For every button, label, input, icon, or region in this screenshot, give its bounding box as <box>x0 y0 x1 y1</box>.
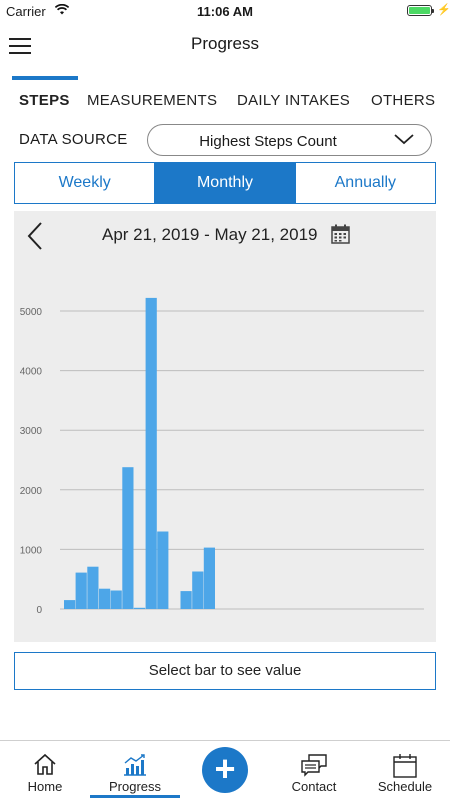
data-source-value: Highest Steps Count <box>199 133 337 150</box>
data-source-dropdown[interactable]: Highest Steps Count <box>147 124 432 156</box>
battery-icon <box>407 5 434 16</box>
calendar-icon[interactable] <box>331 224 350 244</box>
chart-bar[interactable] <box>192 571 204 610</box>
home-icon <box>34 753 56 775</box>
nav-contact-label: Contact <box>291 779 337 794</box>
wifi-icon <box>55 4 69 15</box>
chart-bar[interactable] <box>64 600 76 609</box>
data-source-label: DATA SOURCE <box>19 131 128 148</box>
page-title: Progress <box>190 34 260 53</box>
clock: 11:06 AM <box>197 4 253 19</box>
y-tick-label: 0 <box>36 605 42 616</box>
tab-others[interactable]: OTHERS <box>371 92 436 109</box>
period-segmented-control: Weekly Monthly Annually <box>14 162 436 204</box>
chart-bar[interactable] <box>145 297 157 609</box>
status-bar: Carrier 11:06 AM ⚡ <box>0 0 450 22</box>
select-bar-value-button[interactable]: Select bar to see value <box>14 652 436 690</box>
period-monthly-button[interactable]: Monthly <box>155 163 296 203</box>
y-tick-label: 4000 <box>20 367 43 378</box>
nav-active-indicator <box>90 795 180 798</box>
chart-bar[interactable] <box>203 547 215 609</box>
y-tick-label: 2000 <box>20 486 43 497</box>
nav-home[interactable]: Home <box>20 741 70 800</box>
tab-measurements[interactable]: MEASUREMENTS <box>87 92 218 109</box>
period-annually-button[interactable]: Annually <box>334 174 396 191</box>
period-weekly-button[interactable]: Weekly <box>15 163 156 203</box>
date-range-label: Apr 21, 2019 - May 21, 2019 <box>102 225 318 244</box>
chevron-left-icon[interactable] <box>24 221 48 251</box>
carrier-label: Carrier <box>6 4 46 19</box>
nav-schedule[interactable]: Schedule <box>370 741 440 800</box>
y-tick-label: 3000 <box>20 426 43 437</box>
chart-bar[interactable] <box>133 607 146 609</box>
hamburger-menu-icon[interactable] <box>9 38 31 54</box>
chart-bar[interactable] <box>180 591 192 609</box>
add-button[interactable]: + <box>202 747 248 793</box>
chart-bar[interactable] <box>87 566 99 609</box>
chart-bar[interactable] <box>110 590 122 610</box>
nav-header: Progress <box>0 28 450 64</box>
nav-schedule-label: Schedule <box>377 779 433 794</box>
tab-daily-intakes[interactable]: DAILY INTAKES <box>237 92 351 109</box>
charging-icon: ⚡ <box>437 4 450 16</box>
bottom-navigation: Home Progress + Contact <box>0 740 450 800</box>
tab-steps[interactable]: STEPS <box>19 92 70 109</box>
y-tick-label: 1000 <box>20 545 43 556</box>
chart-bar[interactable] <box>157 531 169 610</box>
active-tab-indicator <box>12 76 78 80</box>
category-tabs: STEPS MEASUREMENTS DAILY INTAKES OTHERS <box>0 76 450 116</box>
nav-progress-label: Progress <box>108 779 162 794</box>
chart-bar[interactable] <box>122 467 134 609</box>
chat-icon <box>301 754 327 777</box>
chart-card: Apr 21, 2019 - May 21, 2019 0 1000 2000 300… <box>14 211 436 642</box>
progress-chart-icon <box>124 754 146 776</box>
y-tick-label: 5000 <box>20 307 43 318</box>
chevron-down-icon <box>394 134 414 145</box>
nav-progress[interactable]: Progress <box>90 741 180 800</box>
schedule-calendar-icon <box>393 754 417 778</box>
chart-bar[interactable] <box>99 588 111 609</box>
steps-bar-chart: 0 1000 2000 3000 4000 5000 <box>20 297 424 616</box>
plus-icon: + <box>214 748 236 789</box>
nav-home-label: Home <box>27 779 63 794</box>
chart-bar[interactable] <box>75 572 87 609</box>
nav-contact[interactable]: Contact <box>284 741 344 800</box>
